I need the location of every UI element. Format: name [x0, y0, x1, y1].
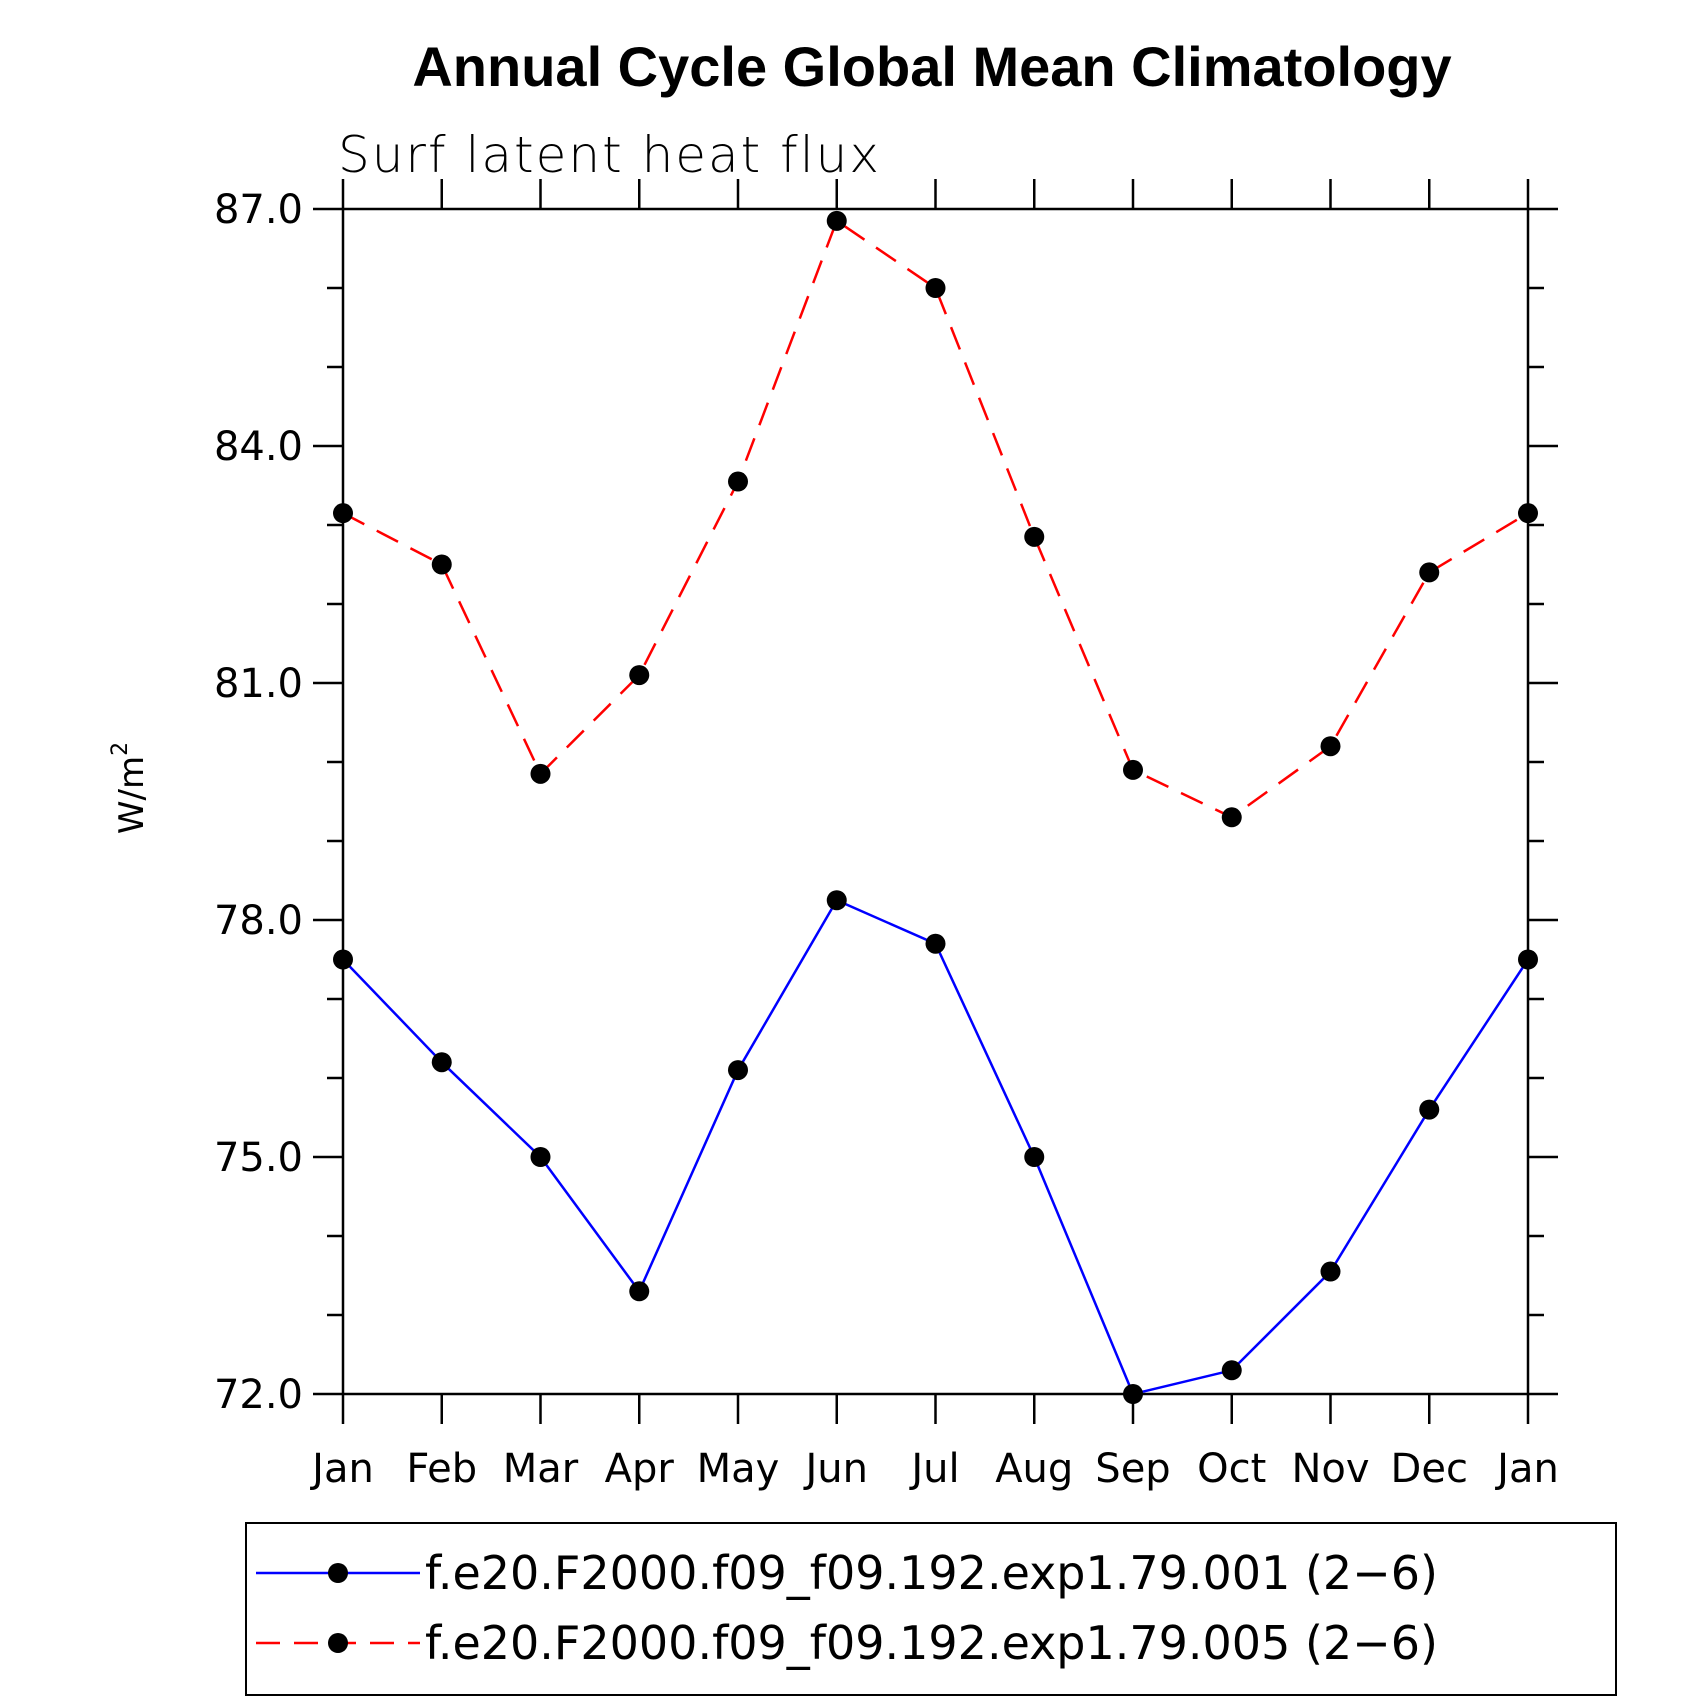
data-point	[728, 471, 748, 492]
y-tick-labels: 72.0 75.0 78.0 81.0 84.0 87.0	[214, 187, 303, 1418]
data-point	[530, 1147, 551, 1167]
y-tick-label: 81.0	[214, 661, 303, 707]
data-point	[925, 278, 946, 298]
data-point	[1123, 1384, 1143, 1404]
data-point	[1221, 1360, 1242, 1381]
series-1	[333, 890, 1538, 1404]
plot-axes	[341, 207, 1530, 1396]
plot-frame	[341, 207, 1530, 1396]
data-point	[1123, 759, 1143, 780]
legend-swatch-marker	[328, 1633, 348, 1653]
legend-label: f.e20.F2000.f09_f09.192.exp1.79.001 (2−6…	[425, 1546, 1438, 1600]
y-tick-label: 78.0	[214, 898, 303, 944]
data-point	[629, 665, 650, 686]
data-point	[629, 1281, 650, 1302]
svg-text:W/m2: W/m2	[108, 742, 152, 834]
legend-entry: f.e20.F2000.f09_f09.192.exp1.79.005 (2−6…	[256, 1616, 1438, 1670]
x-tick-label: Apr	[605, 1446, 675, 1492]
x-tick-label: Jan	[309, 1446, 374, 1492]
y-axis-label-text: W/m	[112, 756, 152, 834]
x-tick-label: Oct	[1197, 1446, 1266, 1492]
x-tick-label: Aug	[995, 1446, 1073, 1492]
data-point	[1518, 503, 1538, 524]
data-point	[925, 933, 946, 954]
data-point	[1419, 562, 1440, 583]
data-point	[1518, 949, 1538, 970]
data-point	[1320, 1261, 1341, 1282]
series-line	[342, 898, 1530, 1396]
series-line	[342, 218, 1529, 819]
x-tick-label: Feb	[406, 1446, 477, 1492]
data-point	[431, 1052, 452, 1073]
axis-ticks	[313, 179, 1558, 1424]
data-point	[333, 503, 353, 524]
series-2	[333, 210, 1538, 828]
x-tick-label: Jan	[1494, 1446, 1559, 1492]
data-point	[1221, 807, 1242, 828]
x-tick-label: Sep	[1095, 1446, 1170, 1492]
data-point	[431, 554, 452, 575]
y-tick-label: 84.0	[214, 424, 303, 470]
x-tick-label: Mar	[503, 1446, 579, 1492]
y-axis-label-superscript: 2	[108, 742, 133, 756]
data-point	[1419, 1099, 1440, 1120]
x-tick-label: May	[697, 1446, 780, 1492]
y-tick-label: 75.0	[214, 1135, 303, 1181]
data-point	[1320, 736, 1341, 757]
chart-subtitle: Surf latent heat flux	[338, 126, 881, 184]
legend: f.e20.F2000.f09_f09.192.exp1.79.001 (2−6…	[245, 1522, 1617, 1696]
x-tick-label: Dec	[1391, 1446, 1468, 1492]
x-tick-label: Nov	[1291, 1446, 1369, 1492]
data-point	[1024, 1147, 1045, 1167]
x-tick-labels: Jan Feb Mar Apr May Jun Jul Aug Sep Oct Nov Dec Jan	[309, 1446, 1559, 1492]
legend-entry: f.e20.F2000.f09_f09.192.exp1.79.001 (2−6…	[256, 1546, 1438, 1600]
chart-title: Annual Cycle Global Mean Climatology	[412, 35, 1451, 98]
y-axis-label: W/m2	[108, 742, 152, 834]
data-point	[530, 763, 551, 784]
x-tick-label: Jul	[908, 1446, 959, 1492]
x-tick-label: Jun	[803, 1446, 869, 1492]
data-point	[333, 949, 353, 970]
data-point	[728, 1060, 748, 1081]
y-tick-label: 87.0	[214, 187, 303, 233]
legend-swatch-marker	[328, 1563, 348, 1583]
legend-label: f.e20.F2000.f09_f09.192.exp1.79.005 (2−6…	[425, 1616, 1438, 1670]
series-layer	[333, 210, 1538, 1404]
data-point	[1024, 526, 1045, 547]
legend-box	[245, 1522, 1617, 1696]
data-point	[826, 210, 847, 231]
data-point	[826, 890, 847, 911]
y-tick-label: 72.0	[214, 1372, 303, 1418]
